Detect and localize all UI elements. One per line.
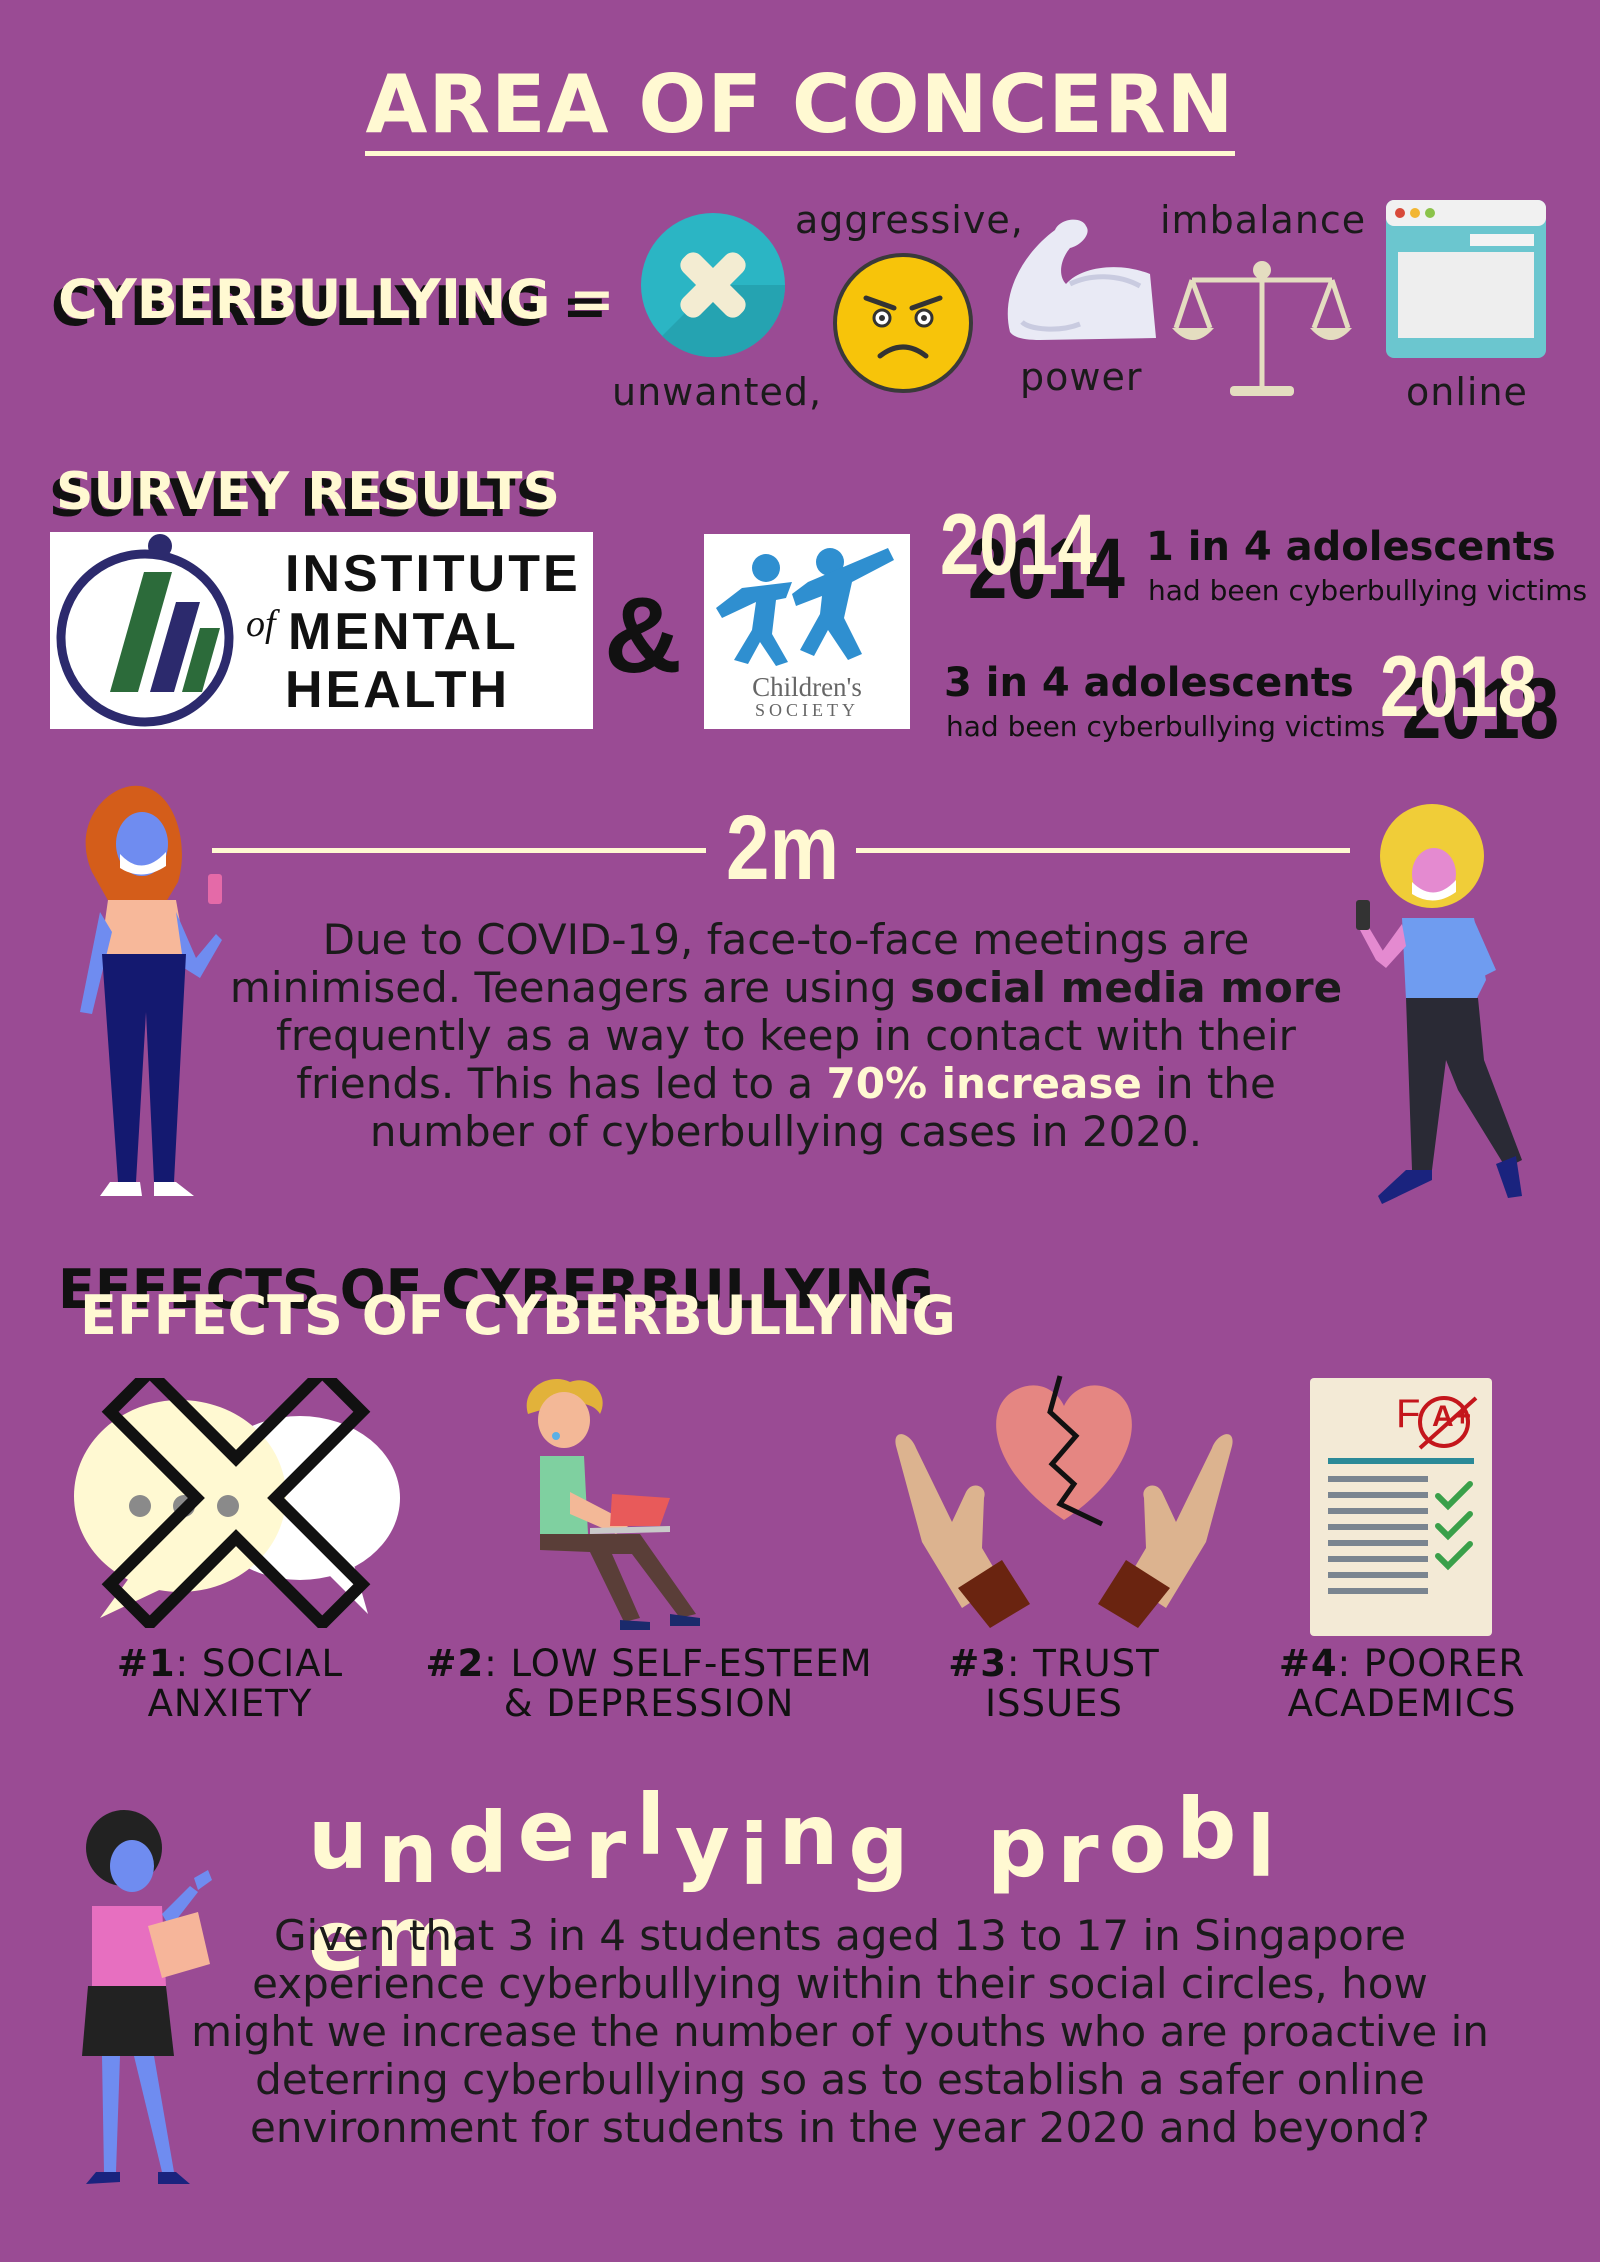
year-2018: 2018 <box>1380 639 1537 735</box>
year-2014-shadow: 2014 <box>968 521 1125 617</box>
cs-logo-line2: SOCIETY <box>755 700 859 720</box>
effects-heading: EFFECTS OF CYBERBULLYING <box>80 1284 956 1347</box>
imh-logo-line1: INSTITUTE <box>285 545 581 603</box>
sad-person-laptop-icon <box>526 1378 700 1630</box>
no-conversation-icon <box>74 1378 400 1628</box>
stat-2018-headline: 3 in 4 adolescents <box>944 660 1354 706</box>
effect-4-label: #4: POORER ACADEMICS <box>1278 1642 1526 1725</box>
underlying-paragraph: Given that 3 in 4 students aged 13 to 17… <box>191 1911 1489 2152</box>
imh-logo-of: of <box>246 603 276 645</box>
angry-face-icon <box>833 253 973 393</box>
page-title: AREA OF CONCERN <box>0 58 1600 156</box>
distance-label: 2m <box>726 797 840 899</box>
children-figures-icon <box>716 548 894 666</box>
effect-3-label: #3: TRUST ISSUES <box>948 1642 1160 1725</box>
cs-logo-line1: Children's <box>752 672 862 702</box>
year-2018-shadow: 2018 <box>1402 661 1559 757</box>
paper-lines-icon <box>1328 1396 1478 1594</box>
distance-line-right <box>856 848 1350 853</box>
stat-2014-headline: 1 in 4 adolescents <box>1146 524 1556 570</box>
imh-emblem-icon <box>56 534 234 727</box>
ampersand: & <box>604 574 682 695</box>
x-circle-icon <box>641 213 786 358</box>
stat-2018-detail: had been cyberbullying victims <box>946 710 1386 743</box>
distance-line-left <box>212 848 706 853</box>
imh-logo-line2: MENTAL <box>288 603 519 661</box>
balance-scale-icon <box>1172 261 1352 396</box>
childrens-society-logo: Children's SOCIETY <box>704 534 910 729</box>
imh-logo-line3: HEALTH <box>285 661 511 719</box>
person-with-phone-right-icon <box>1356 804 1522 1204</box>
label-aggressive: aggressive, <box>795 198 1024 242</box>
effect-2-label: #2: LOW SELF-ESTEEM & DEPRESSION <box>425 1642 873 1725</box>
effect-1-label: #1: SOCIAL ANXIETY <box>116 1642 344 1725</box>
imh-logo: INSTITUTE of MENTAL HEALTH <box>50 532 593 729</box>
person-with-phone-left-icon <box>80 785 222 1196</box>
grade-f: F <box>1396 1392 1421 1436</box>
browser-window-icon <box>1386 200 1546 358</box>
covid-paragraph: Due to COVID-19, face-to-face meetings a… <box>229 915 1343 1156</box>
graded-paper-icon: F A+ <box>1310 1378 1492 1636</box>
label-imbalance: imbalance <box>1160 198 1367 242</box>
label-power: power <box>1020 355 1143 399</box>
year-2014: 2014 <box>940 497 1097 593</box>
effects-heading-shadow: EFFECTS OF CYBERBULLYING <box>58 1258 934 1321</box>
label-unwanted: unwanted, <box>612 370 823 414</box>
flexed-arm-icon <box>1007 219 1156 340</box>
stat-2014-detail: had been cyberbullying victims <box>1148 574 1588 607</box>
cyberbullying-term: CYBERBULLYING = <box>58 268 615 331</box>
label-online: online <box>1406 370 1528 414</box>
broken-heart-hands-icon <box>895 1375 1233 1628</box>
survey-heading: SURVEY RESULTS <box>56 462 560 522</box>
person-with-clipboard-icon <box>82 1810 212 2184</box>
